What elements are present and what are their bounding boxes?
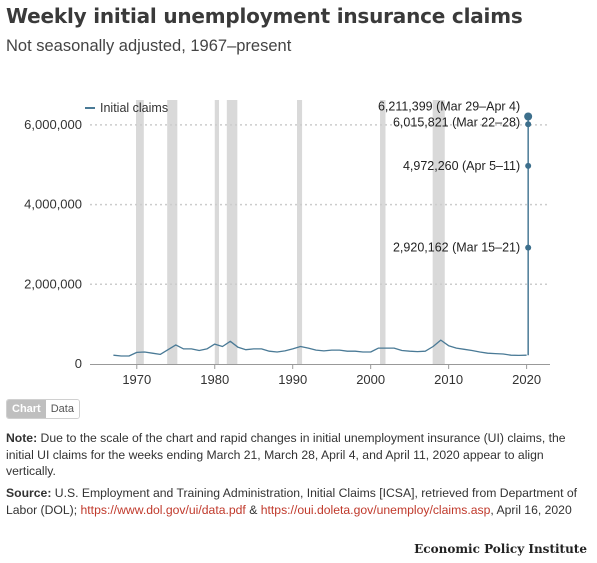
x-tick-label-0: 1970 — [122, 372, 151, 387]
y-tick-label-1: 2,000,000 — [24, 276, 82, 291]
source-label: Source: — [6, 486, 52, 500]
spike-marker-1 — [525, 121, 532, 128]
y-tick-label-3: 6,000,000 — [24, 117, 82, 132]
recession-band-2 — [214, 100, 220, 364]
recession-band-0 — [136, 100, 144, 364]
spike-label-2: 6,211,399 (Mar 29–Apr 4) — [378, 99, 520, 113]
chart-source: Source: U.S. Employment and Training Adm… — [6, 485, 586, 518]
spike-marker-0 — [525, 244, 532, 251]
series-line-initial-claims — [113, 339, 527, 357]
source-link-dol[interactable]: https://www.dol.gov/ui/data.pdf — [80, 502, 246, 517]
source-amp: & — [249, 502, 258, 517]
y-tick-label-2: 4,000,000 — [24, 197, 82, 212]
source-link-oui[interactable]: https://oui.doleta.gov/unemploy/claims.a… — [260, 502, 491, 517]
x-tick-label-2: 1990 — [278, 372, 307, 387]
data-view-button[interactable]: Data — [45, 400, 79, 418]
spike-label-0: 2,920,162 (Mar 15–21) — [393, 241, 520, 255]
recession-band-1 — [167, 100, 178, 364]
recession-band-6 — [432, 100, 445, 364]
chart-subtitle: Not seasonally adjusted, 1967–present — [6, 37, 292, 55]
chart-note: Note: Due to the scale of the chart and … — [6, 430, 586, 480]
spike-marker-2 — [524, 112, 533, 121]
source-date: , April 16, 2020 — [490, 502, 572, 517]
view-toggle: Chart Data — [6, 399, 80, 419]
chart-area: 0 2,000,000 4,000,000 6,000,000 1970 1980 1990… — [24, 99, 550, 387]
x-tick-label-3: 2000 — [356, 372, 385, 387]
recession-band-3 — [226, 100, 238, 364]
brand-logo: Economic Policy Institute — [414, 542, 587, 556]
spike-label-3: 4,972,260 (Apr 5–11) — [403, 159, 520, 173]
chart-title: Weekly initial unemployment insurance cl… — [6, 4, 523, 28]
y-tick-label-0: 0 — [75, 356, 82, 371]
source-text: U.S. Employment and Training Administrat… — [6, 486, 578, 517]
x-tick-label-1: 1980 — [200, 372, 229, 387]
note-text: Due to the scale of the chart and rapid … — [6, 431, 566, 478]
x-tick-label-5: 2020 — [512, 372, 541, 387]
spike-label-1: 6,015,821 (Mar 22–28) — [393, 115, 520, 129]
legend-label-initial-claims: Initial claims — [100, 101, 168, 115]
x-tick-label-4: 2010 — [434, 372, 463, 387]
note-label: Note: — [6, 431, 38, 445]
spike-marker-3 — [525, 162, 532, 169]
chart-view-button[interactable]: Chart — [7, 400, 46, 418]
recession-band-5 — [380, 100, 386, 364]
recession-band-4 — [297, 100, 303, 364]
